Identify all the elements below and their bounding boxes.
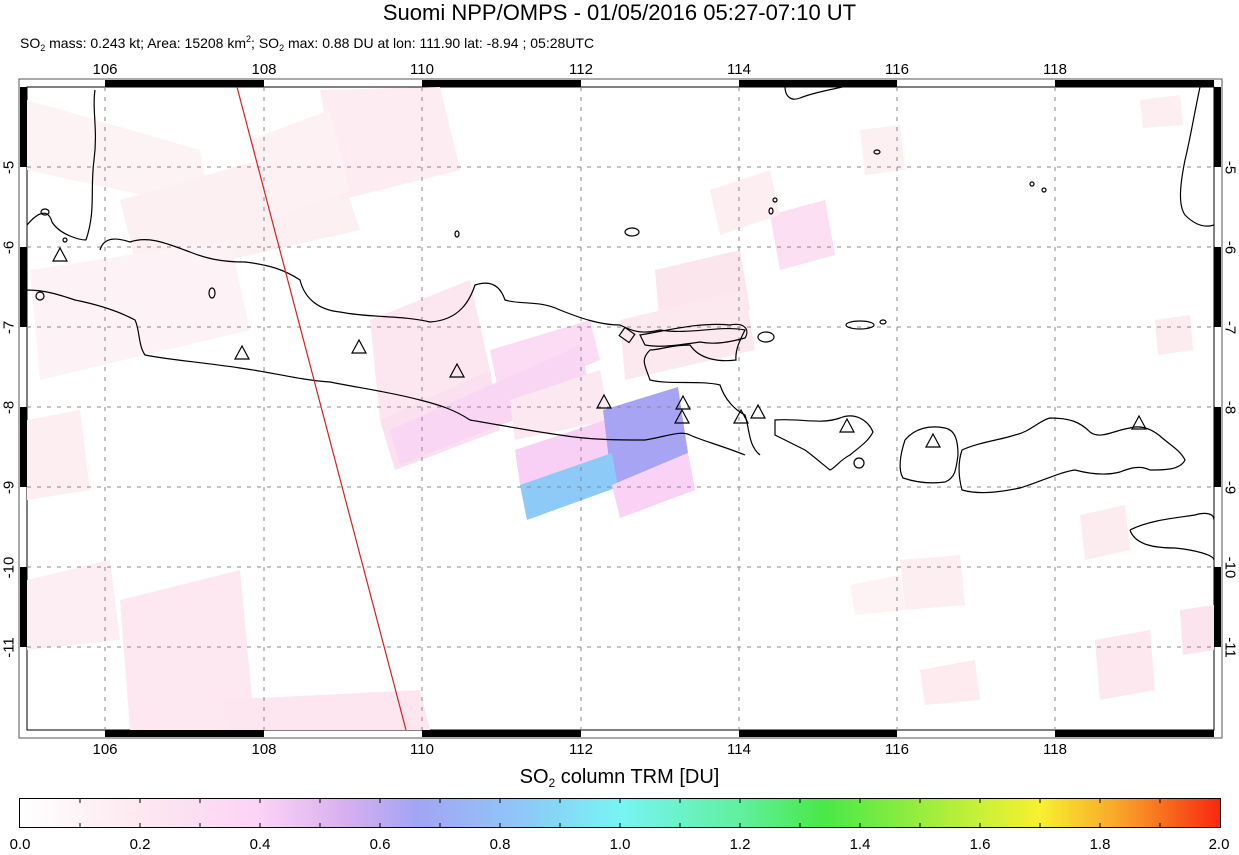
coastline-madura: [639, 323, 748, 347]
coastline-sumatra: [27, 89, 96, 241]
volcano-icon: [732, 408, 750, 424]
coastline-borneo: [1179, 87, 1214, 227]
coastline-java: [99, 238, 761, 456]
lon-tick-label-bottom: 106: [92, 741, 118, 758]
colorbar-tick-label: 2.0: [1208, 836, 1230, 853]
coastlines: [27, 87, 1214, 561]
colorbar-tick-label: 1.0: [609, 836, 631, 853]
lon-tick-label-top: 114: [727, 61, 751, 78]
lat-tick-label-right: -11: [1221, 637, 1239, 658]
lon-tick-label-bottom: 112: [569, 741, 593, 758]
lat-tick-label-right: -5: [1221, 160, 1239, 175]
lat-tick-label-left: -8: [0, 400, 18, 415]
lon-tick-label-bottom: 108: [251, 741, 277, 758]
frame-bottom: [105, 730, 1214, 737]
lon-tick-label-top: 116: [885, 61, 909, 78]
lon-tick-label-bottom: 118: [1043, 741, 1067, 758]
colorbar-tick-label: 0.8: [489, 836, 511, 853]
volcano-icon: [233, 344, 251, 360]
colorbar-tick-label: 0.0: [9, 836, 31, 853]
colorbar-tick-label: 0.6: [369, 836, 391, 853]
coastline-lombok: [899, 426, 959, 484]
volcano-icon: [674, 394, 692, 410]
lat-tick-label-left: -10: [0, 556, 18, 579]
lat-tick-label-left: -5: [0, 160, 18, 175]
lat-tick-label-right: -7: [1221, 320, 1239, 335]
volcano-icon: [749, 403, 767, 419]
volcano-icon: [51, 246, 69, 262]
so2-map: [18, 78, 1223, 739]
lat-tick-label-left: -7: [0, 320, 18, 335]
colorbar-tick-label: 1.8: [1089, 836, 1111, 853]
volcano-icon: [350, 338, 368, 354]
coastline-bali: [774, 415, 874, 471]
lat-tick-label-left: -6: [0, 240, 18, 255]
volcano-icon: [673, 408, 691, 424]
lat-tick-label-right: -10: [1221, 556, 1239, 579]
volcano-icon: [595, 393, 613, 409]
frame-top: [105, 80, 1214, 87]
colorbar-title: SO2 column TRM [DU]: [519, 766, 720, 790]
frame-left: [20, 87, 27, 647]
volcano-icon: [1130, 414, 1148, 430]
lon-tick-label-top: 110: [410, 61, 434, 78]
lon-tick-label-bottom: 114: [727, 741, 751, 758]
lon-tick-label-top: 108: [251, 61, 277, 78]
colorbar: [19, 798, 1221, 828]
colorbar-tick-label: 1.2: [729, 836, 751, 853]
lon-tick-label-top: 118: [1043, 61, 1067, 78]
colorbar-ticks: [79, 799, 1161, 827]
lon-tick-label-bottom: 116: [885, 741, 909, 758]
lon-tick-label-bottom: 110: [410, 741, 434, 758]
coastline-sumbawa: [958, 417, 1186, 494]
colorbar-tick-label: 0.4: [249, 836, 271, 853]
volcano-markers: [51, 246, 1148, 448]
volcano-icon: [448, 362, 466, 378]
lat-tick-label-left: -9: [0, 480, 18, 495]
frame-right: [1214, 87, 1221, 647]
chart-subtitle: SO2 mass: 0.243 kt; Area: 15208 km2; SO2…: [20, 34, 595, 53]
volcano-icon: [838, 417, 856, 433]
so2-pixels: [27, 87, 1214, 730]
colorbar-tick-label: 1.6: [969, 836, 991, 853]
volcano-icon: [924, 432, 942, 448]
lat-tick-label-left: -11: [0, 637, 18, 658]
lat-tick-label-right: -6: [1221, 240, 1239, 255]
colorbar-tick-label: 1.4: [849, 836, 871, 853]
lon-tick-label-top: 112: [569, 61, 593, 78]
colorbar-tick-label: 0.2: [129, 836, 151, 853]
chart-title: Suomi NPP/OMPS - 01/05/2016 05:27-07:10 …: [382, 0, 857, 25]
gridlines: [27, 87, 1214, 730]
lat-tick-label-right: -9: [1221, 480, 1239, 495]
lat-tick-label-right: -8: [1221, 400, 1239, 415]
lon-tick-label-top: 106: [92, 61, 118, 78]
orbit-track-line: [236, 86, 407, 731]
